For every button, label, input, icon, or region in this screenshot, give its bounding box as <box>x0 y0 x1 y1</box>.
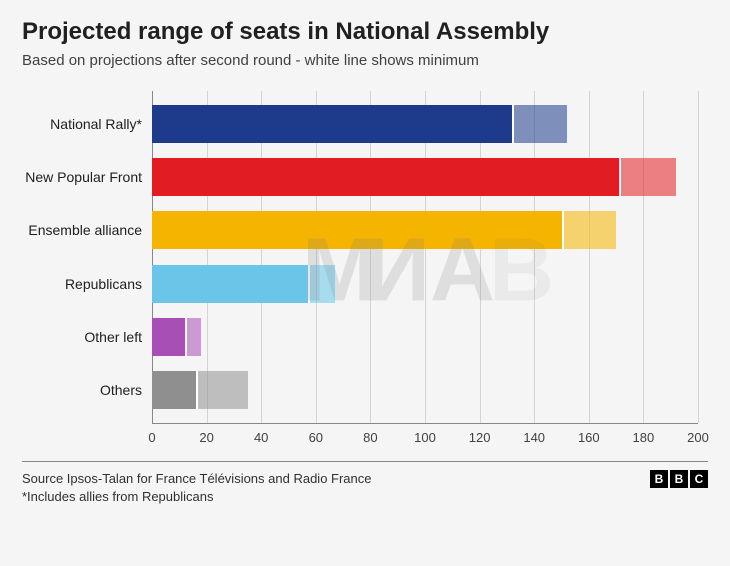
logo-letter: B <box>670 470 688 488</box>
x-tick-label: 100 <box>414 430 436 445</box>
bars-container: National Rally* New Popular Front Ensemble… <box>152 91 698 423</box>
min-line <box>512 105 514 143</box>
bar-min <box>152 158 619 196</box>
gridline <box>698 91 699 423</box>
x-axis: 020406080100120140160180200 <box>152 423 698 451</box>
x-tick-label: 40 <box>254 430 268 445</box>
footnote-text: *Includes allies from Republicans <box>22 488 372 506</box>
bbc-logo: B B C <box>650 470 708 488</box>
chart-title: Projected range of seats in National Ass… <box>22 18 708 46</box>
min-line <box>308 265 310 303</box>
min-line <box>562 211 564 249</box>
source-text: Source Ipsos-Talan for France Télévision… <box>22 470 372 488</box>
footer-text: Source Ipsos-Talan for France Télévision… <box>22 470 372 506</box>
bar-label: Other left <box>84 329 142 345</box>
bar-row: Others <box>152 371 698 409</box>
chart-subtitle: Based on projections after second round … <box>22 52 708 69</box>
bar-label: New Popular Front <box>25 169 142 185</box>
bar-label: Others <box>100 382 142 398</box>
bar-min <box>152 318 185 356</box>
x-tick-label: 0 <box>148 430 155 445</box>
bar-label: Republicans <box>65 276 142 292</box>
bar-row: Other left <box>152 318 698 356</box>
min-line <box>185 318 187 356</box>
bar-label: Ensemble alliance <box>28 222 142 238</box>
chart-plot-area: National Rally* New Popular Front Ensemble… <box>152 91 698 451</box>
x-tick-label: 140 <box>523 430 545 445</box>
x-tick-label: 180 <box>633 430 655 445</box>
min-line <box>619 158 621 196</box>
bar-min <box>152 265 308 303</box>
bar-min <box>152 371 196 409</box>
bar-min <box>152 211 562 249</box>
x-tick-label: 60 <box>309 430 323 445</box>
x-tick-label: 80 <box>363 430 377 445</box>
bar-row: Ensemble alliance <box>152 211 698 249</box>
footer-rule <box>22 461 708 462</box>
bar-min <box>152 105 512 143</box>
bar-row: New Popular Front <box>152 158 698 196</box>
min-line <box>196 371 198 409</box>
bar-label: National Rally* <box>50 116 142 132</box>
bar-row: National Rally* <box>152 105 698 143</box>
x-tick-label: 120 <box>469 430 491 445</box>
x-tick-label: 20 <box>199 430 213 445</box>
logo-letter: B <box>650 470 668 488</box>
bar-row: Republicans <box>152 265 698 303</box>
logo-letter: C <box>690 470 708 488</box>
x-tick-label: 200 <box>687 430 709 445</box>
x-tick-label: 160 <box>578 430 600 445</box>
chart-footer: Source Ipsos-Talan for France Télévision… <box>22 470 708 506</box>
